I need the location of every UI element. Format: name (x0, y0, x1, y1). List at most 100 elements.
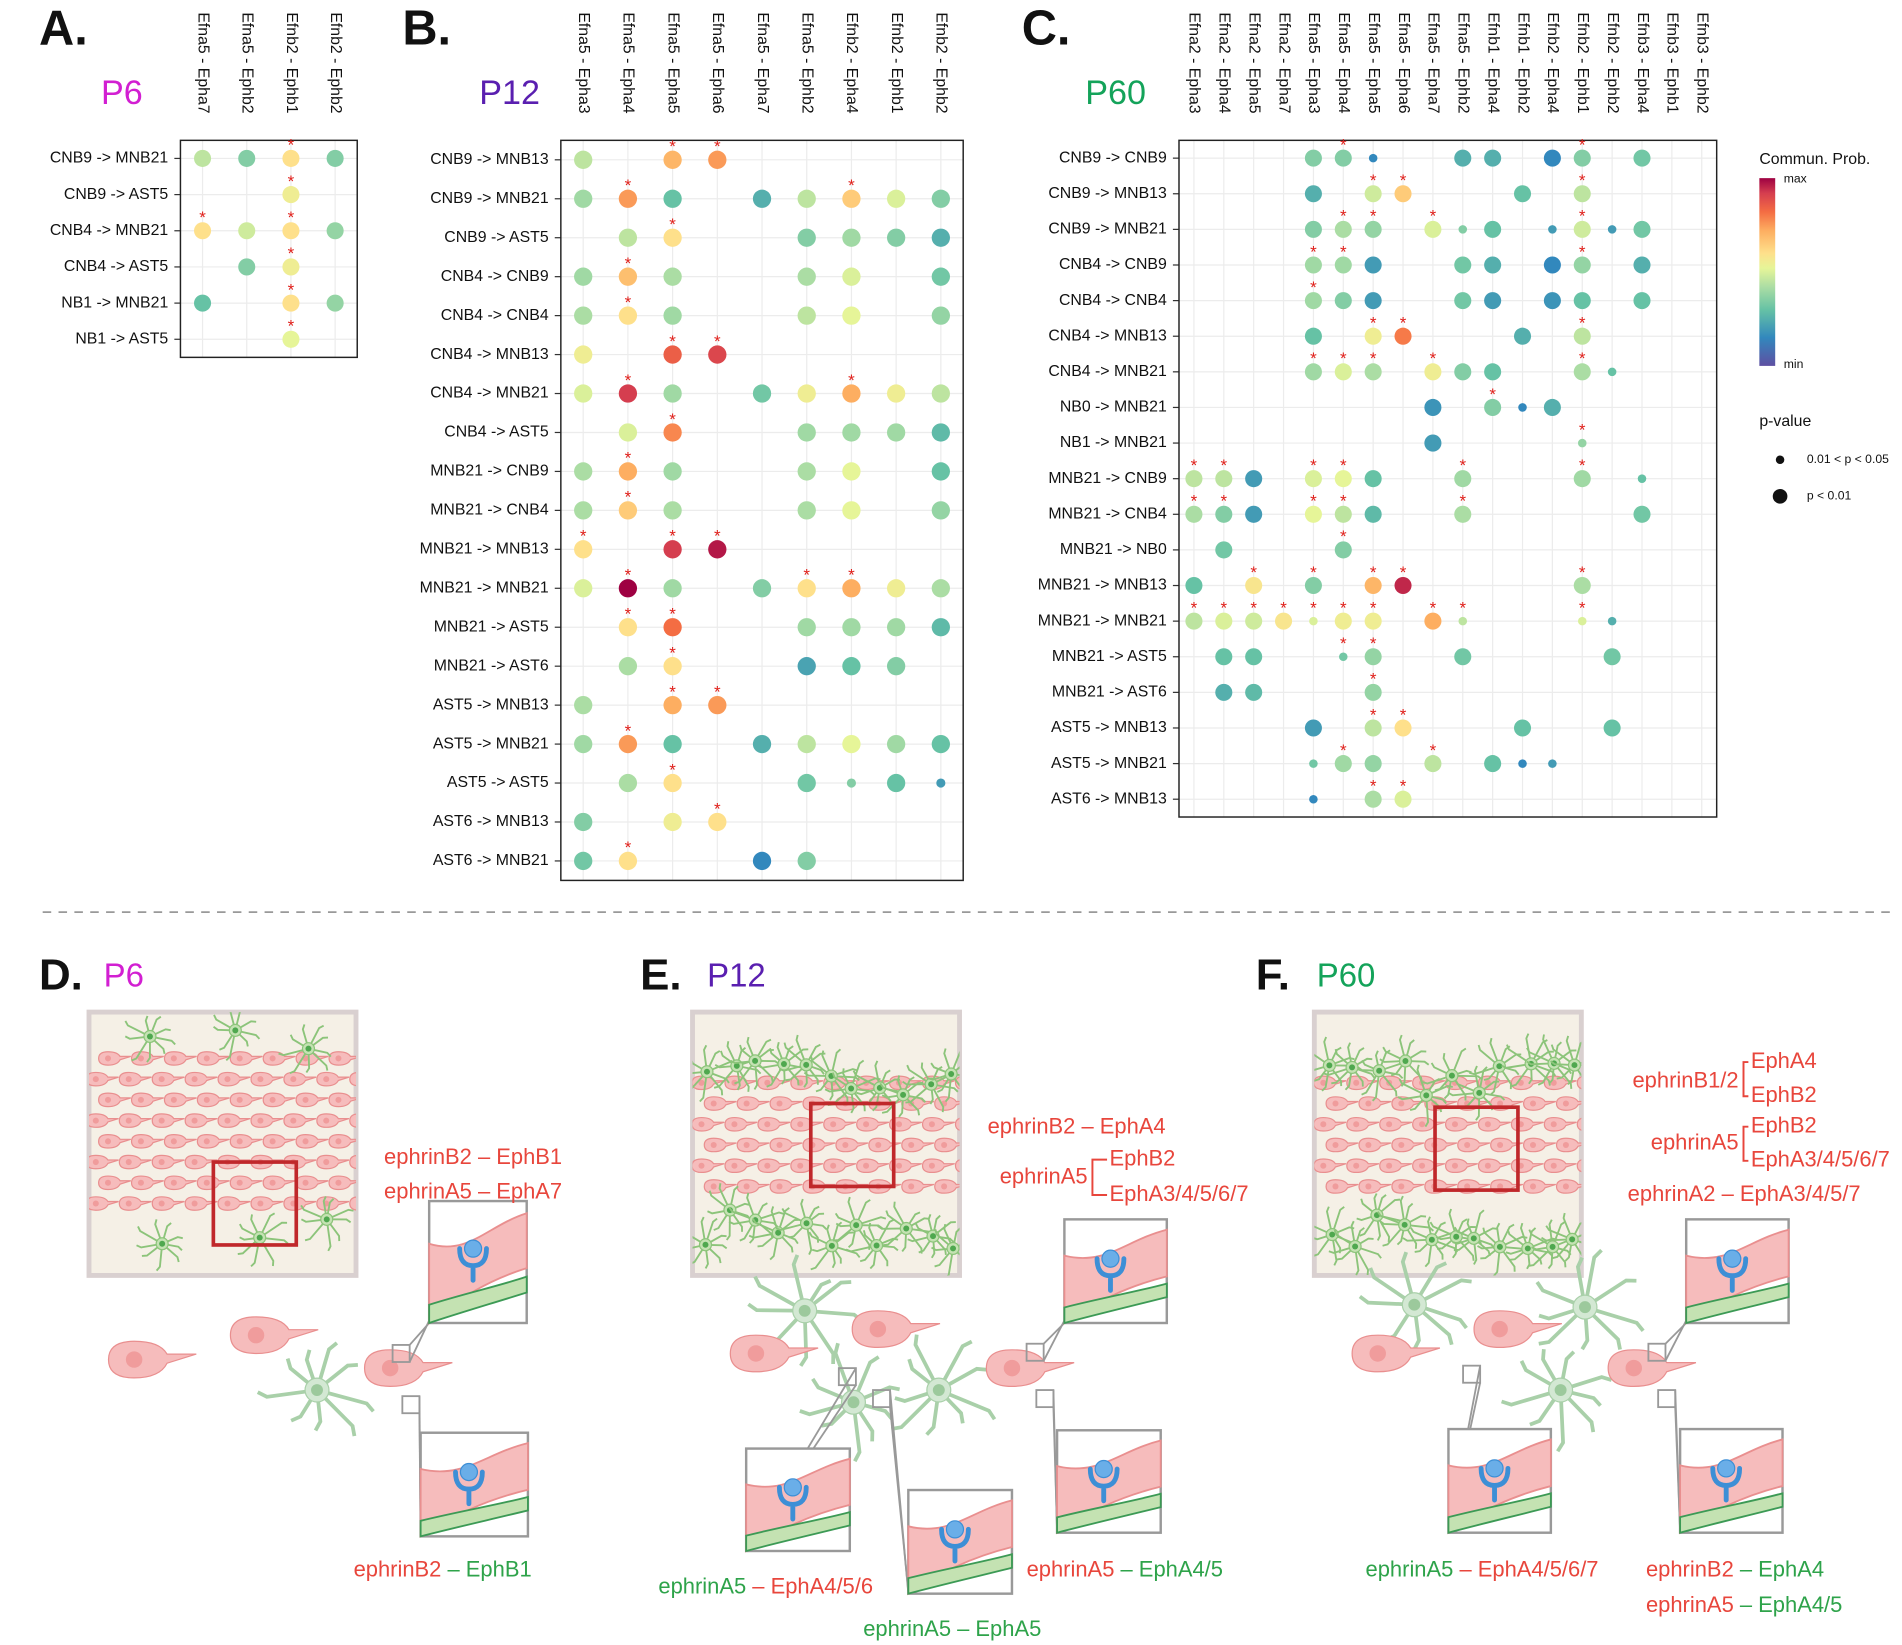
astrocyte-nucleus (948, 1071, 955, 1077)
dot (1364, 683, 1382, 701)
astrocyte-process (1424, 1239, 1433, 1268)
dot (1304, 292, 1322, 310)
row-label: AST5 -> MNB13 (1051, 719, 1167, 736)
tissue-neuron-nucleus (962, 1121, 968, 1127)
dot (1518, 759, 1527, 768)
tissue-neuron (1391, 1137, 1425, 1153)
tissue-neuron-nucleus (776, 1183, 783, 1190)
significance-mark: * (714, 332, 721, 351)
astrocyte-process (1538, 1305, 1586, 1321)
astrocyte-nucleus (1569, 1236, 1576, 1243)
astrocyte-process (1400, 1251, 1417, 1306)
row-label: NB1 -> MNB21 (61, 294, 168, 311)
astrocyte-process (1550, 1044, 1576, 1066)
inset-membrane-2 (745, 1510, 851, 1553)
dot (1518, 403, 1527, 412)
astrocyte-process (1325, 1206, 1334, 1235)
tissue-neuron (1346, 1116, 1380, 1132)
dot (194, 222, 212, 240)
dot (1185, 576, 1203, 595)
tissue-neuron-nucleus (1419, 1121, 1426, 1128)
tissue-neuron (769, 1179, 803, 1194)
significance-mark: * (1220, 492, 1227, 511)
astrocyte-process (692, 1244, 707, 1264)
astrocyte-nucleus (159, 1240, 166, 1247)
bracket-receptor: EphA3/4/5/6/7 (1751, 1147, 1890, 1172)
dot (752, 384, 772, 403)
row-label: CNB9 -> MNB13 (430, 151, 549, 168)
tissue-neuron (692, 1158, 725, 1174)
dot (1304, 505, 1322, 523)
dot (618, 501, 638, 520)
source-square (1647, 1342, 1667, 1362)
astrocyte-process (301, 1024, 310, 1049)
astrocyte-process (1413, 1303, 1454, 1346)
dot (663, 540, 682, 559)
column-label: Efna5 - Epha3 (575, 12, 592, 113)
astrocyte-process (1479, 1091, 1506, 1101)
column-label: Efnb1 - Ephb2 (1514, 12, 1531, 113)
dot (1368, 153, 1378, 163)
dot (282, 330, 300, 348)
tissue-neuron-nucleus (302, 1138, 309, 1145)
dot (1454, 256, 1472, 274)
astrocyte-process (1525, 1033, 1533, 1065)
tissue-neuron (724, 1116, 758, 1132)
tissue-neuron-nucleus (137, 1096, 144, 1103)
dot (931, 267, 950, 286)
astrocyte-process (902, 1080, 932, 1086)
legend-dot (1775, 455, 1785, 465)
tissue-neuron-nucleus (104, 1096, 112, 1103)
astrocyte-process (850, 1087, 866, 1112)
significance-mark: * (1340, 634, 1347, 653)
tissue-neuron-nucleus (1464, 1183, 1471, 1190)
significance-mark: * (625, 605, 632, 624)
ligand-name: ephrinA5 (1646, 1592, 1734, 1617)
astrocyte-nucleus (930, 1233, 937, 1240)
tissue-neuron (130, 1092, 164, 1108)
astrocyte-nucleus (733, 1062, 740, 1069)
dot (797, 462, 816, 481)
astrocyte-process (1526, 1047, 1555, 1065)
ligand (1094, 1459, 1113, 1479)
tissue-neuron-nucleus (290, 1076, 297, 1083)
astrocyte-process (1493, 1246, 1501, 1276)
astrocyte-process (1573, 1041, 1582, 1066)
dot (1334, 505, 1352, 523)
astrocyte-process (739, 1219, 757, 1242)
receptor-name: – EphA4/5/6 (752, 1573, 873, 1598)
dot (326, 294, 344, 312)
astrocyte-process (278, 1047, 309, 1057)
astrocyte-process (1376, 1211, 1405, 1226)
dot (1215, 612, 1233, 630)
dot (1394, 576, 1412, 595)
neuron-nucleus (125, 1351, 143, 1368)
dot (797, 306, 816, 325)
ligand (459, 1462, 479, 1482)
astrocyte-process (315, 1388, 357, 1437)
significance-mark: * (1459, 598, 1466, 617)
dot (1424, 363, 1442, 381)
astrocyte-nucleus (1476, 1089, 1483, 1096)
tissue-neuron (1391, 1179, 1425, 1194)
astrocyte-process (778, 1063, 807, 1072)
row-label: CNB9 -> MNB21 (430, 190, 549, 207)
dot (931, 189, 950, 208)
tissue-neuron-nucleus (203, 1138, 210, 1145)
tissue-neuron (151, 1071, 185, 1087)
tissue-neuron-nucleus (710, 1141, 717, 1149)
tissue-neuron (692, 1116, 725, 1132)
significance-mark: * (625, 838, 632, 857)
astrocyte-nucleus (848, 1085, 855, 1092)
row-label: CNB9 -> MNB21 (1048, 221, 1167, 238)
dot (618, 579, 638, 598)
astrocyte-nucleus (847, 1396, 860, 1409)
tissue-neuron-nucleus (743, 1183, 750, 1190)
astrocyte-process (913, 1334, 941, 1391)
astrocyte-process (1542, 1034, 1555, 1064)
neuron-nucleus (247, 1326, 265, 1344)
tissue-neuron (1523, 1179, 1556, 1194)
significance-mark: * (1579, 456, 1586, 475)
astrocyte-process (1530, 1063, 1551, 1086)
astrocyte-process (736, 1064, 762, 1075)
